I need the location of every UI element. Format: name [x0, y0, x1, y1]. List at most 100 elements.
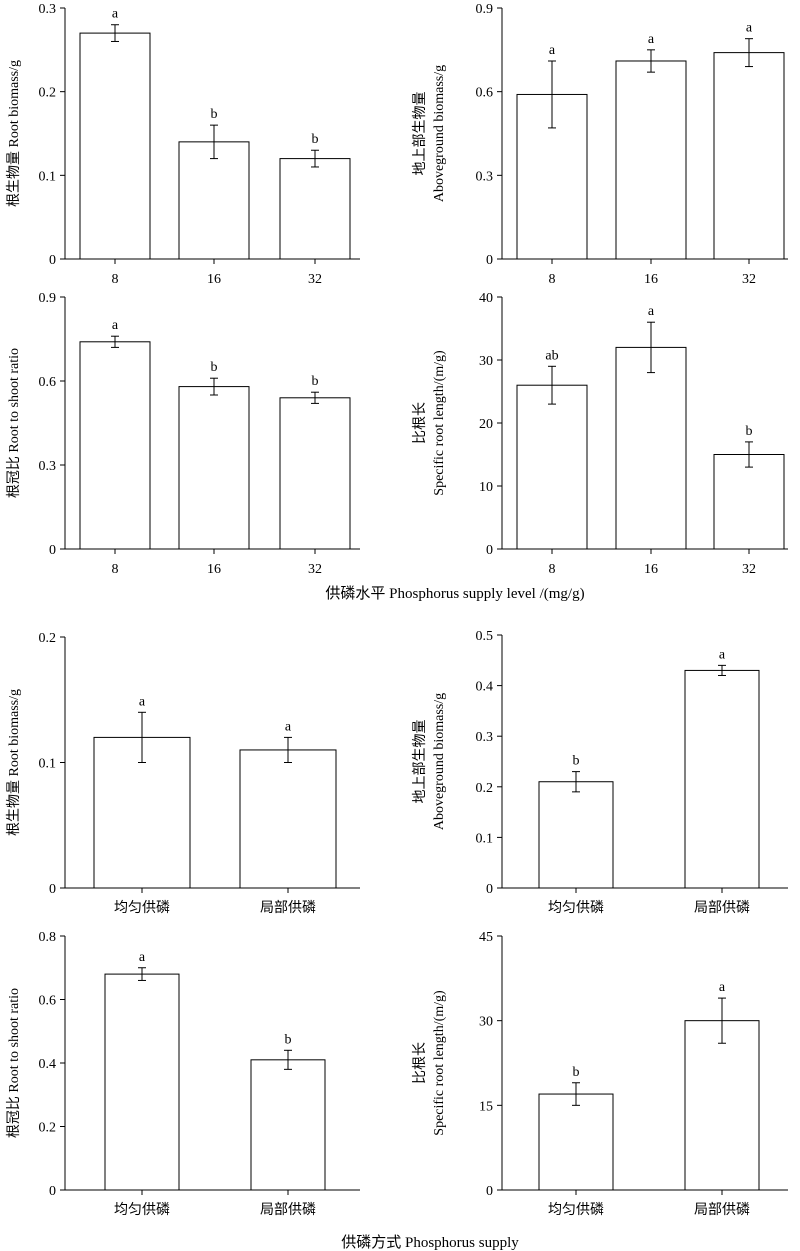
- y-axis-label: 根生物量 Root biomass/g: [6, 60, 22, 207]
- x-tick-label: 8: [549, 272, 556, 287]
- y-tick-label: 0.3: [476, 169, 494, 184]
- chart-panel-p6: 0 0.1 0.2 0.3 0.4 0.5 b 均匀供磷 a 局部供磷 地上部生物量 Abovegro…: [412, 629, 788, 916]
- significance-letter: a: [139, 694, 146, 709]
- x-tick-label: 局部供磷: [260, 1202, 316, 1218]
- y-axis-label-cn: 比根长: [412, 402, 428, 444]
- y-axis-label-en: Aboveground biomass/g: [432, 693, 447, 830]
- y-tick-label: 0.2: [476, 781, 494, 796]
- bar: [538, 781, 614, 889]
- x-axis-title-phosphorus-level: 供磷水平 Phosphorus supply level /(mg/g): [325, 585, 584, 602]
- x-tick-label: 32: [308, 562, 322, 577]
- y-axis-label-en: Specific root length/(m/g): [432, 350, 447, 496]
- significance-letter: a: [648, 304, 655, 319]
- significance-letter: b: [746, 424, 753, 439]
- y-tick-label: 0.3: [476, 730, 494, 745]
- y-axis-label-en: Specific root length/(m/g): [432, 990, 447, 1136]
- significance-letter: a: [719, 980, 726, 995]
- y-tick-label: 15: [479, 1099, 493, 1114]
- x-tick-label: 均匀供磷: [114, 1202, 170, 1218]
- significance-letter: a: [549, 43, 556, 58]
- significance-letter: b: [211, 360, 218, 375]
- bar: [279, 397, 351, 550]
- y-tick-label: 0.9: [476, 2, 494, 17]
- bar: [615, 60, 687, 260]
- chart-panel-p5: 0 0.1 0.2 a 均匀供磷 a 局部供磷 根生物量 Root biomass/g: [6, 631, 360, 916]
- y-tick-label: 0: [49, 253, 56, 268]
- y-tick-label: 0: [486, 543, 493, 558]
- chart-panel-p8: 0 15 30 45 b 均匀供磷 a 局部供磷 比根长 Specific root length…: [412, 930, 788, 1218]
- y-tick-label: 0.9: [39, 291, 57, 306]
- x-tick-label: 8: [549, 562, 556, 577]
- bar: [713, 52, 785, 260]
- y-axis-label-cn: 地上部生物量: [412, 720, 428, 804]
- x-tick-label: 局部供磷: [694, 900, 750, 916]
- x-tick-label: 8: [112, 562, 119, 577]
- bar: [239, 749, 337, 889]
- y-tick-label: 20: [479, 417, 493, 432]
- x-tick-label: 16: [207, 562, 221, 577]
- x-tick-label: 局部供磷: [694, 1202, 750, 1218]
- x-axis-title-phosphorus-supply: 供磷方式 Phosphorus supply: [341, 1234, 519, 1251]
- x-tick-label: 均匀供磷: [548, 900, 604, 916]
- y-tick-label: 0.2: [39, 631, 57, 646]
- y-axis-label: 根冠比 Root to shoot ratio: [6, 348, 22, 498]
- bar: [615, 346, 687, 550]
- significance-letter: a: [285, 719, 292, 734]
- y-tick-label: 10: [479, 480, 493, 495]
- bar: [178, 141, 250, 260]
- significance-letter: b: [312, 132, 319, 147]
- significance-letter: ab: [545, 348, 558, 363]
- x-tick-label: 均匀供磷: [548, 1202, 604, 1218]
- y-tick-label: 45: [479, 930, 493, 945]
- chart-panel-p3: 0 0.3 0.6 0.9 a 8 b 16 b 32 根冠比 Root to shoot rati…: [6, 291, 360, 577]
- y-tick-label: 0.2: [39, 86, 57, 101]
- y-tick-label: 0: [49, 1184, 56, 1199]
- x-tick-label: 16: [207, 272, 221, 287]
- significance-letter: a: [648, 32, 655, 47]
- bar: [178, 386, 250, 550]
- y-tick-label: 0: [486, 1184, 493, 1199]
- significance-letter: a: [719, 647, 726, 662]
- y-tick-label: 40: [479, 291, 493, 306]
- y-axis-label-cn: 地上部生物量: [412, 92, 428, 176]
- y-axis-label: 根冠比 Root to shoot ratio: [6, 988, 22, 1138]
- y-tick-label: 0.6: [39, 994, 57, 1009]
- y-tick-label: 0.1: [476, 831, 494, 846]
- chart-panel-p4: 0 10 20 30 40 ab 8 a 16 b 32 比根长 Specific root lengt…: [412, 291, 788, 577]
- y-tick-label: 0: [486, 882, 493, 897]
- y-tick-label: 0.1: [39, 169, 57, 184]
- significance-letter: b: [573, 754, 580, 769]
- significance-letter: a: [746, 21, 753, 36]
- y-tick-label: 30: [479, 1015, 493, 1030]
- y-tick-label: 0.6: [476, 86, 494, 101]
- y-tick-label: 0: [49, 882, 56, 897]
- y-tick-label: 0.3: [39, 459, 57, 474]
- x-tick-label: 16: [644, 562, 658, 577]
- bar: [104, 973, 180, 1191]
- y-tick-label: 0.5: [476, 629, 494, 644]
- bar: [79, 341, 151, 550]
- significance-letter: a: [112, 7, 119, 22]
- x-tick-label: 16: [644, 272, 658, 287]
- significance-letter: b: [285, 1032, 292, 1047]
- y-tick-label: 0: [486, 253, 493, 268]
- chart-panel-p7: 0 0.2 0.4 0.6 0.8 a 均匀供磷 b 局部供磷 根冠比 Root to shoot…: [6, 930, 360, 1218]
- x-tick-label: 局部供磷: [260, 900, 316, 916]
- y-tick-label: 0.4: [476, 680, 494, 695]
- significance-letter: b: [312, 374, 319, 389]
- bar: [713, 454, 785, 550]
- y-tick-label: 0.2: [39, 1121, 57, 1136]
- x-tick-label: 8: [112, 272, 119, 287]
- y-tick-label: 0.8: [39, 930, 57, 945]
- y-tick-label: 0.6: [39, 375, 57, 390]
- y-axis-label-en: Aboveground biomass/g: [432, 65, 447, 202]
- y-tick-label: 0.1: [39, 757, 57, 772]
- x-tick-label: 32: [742, 562, 756, 577]
- x-tick-label: 32: [742, 272, 756, 287]
- y-tick-label: 0: [49, 543, 56, 558]
- bar: [538, 1093, 614, 1191]
- y-axis-label: 根生物量 Root biomass/g: [6, 689, 22, 836]
- chart-panel-p1: 0 0.1 0.2 0.3 a 8 b 16 b 32 根生物量 Root biomass/g: [6, 2, 360, 287]
- significance-letter: b: [573, 1065, 580, 1080]
